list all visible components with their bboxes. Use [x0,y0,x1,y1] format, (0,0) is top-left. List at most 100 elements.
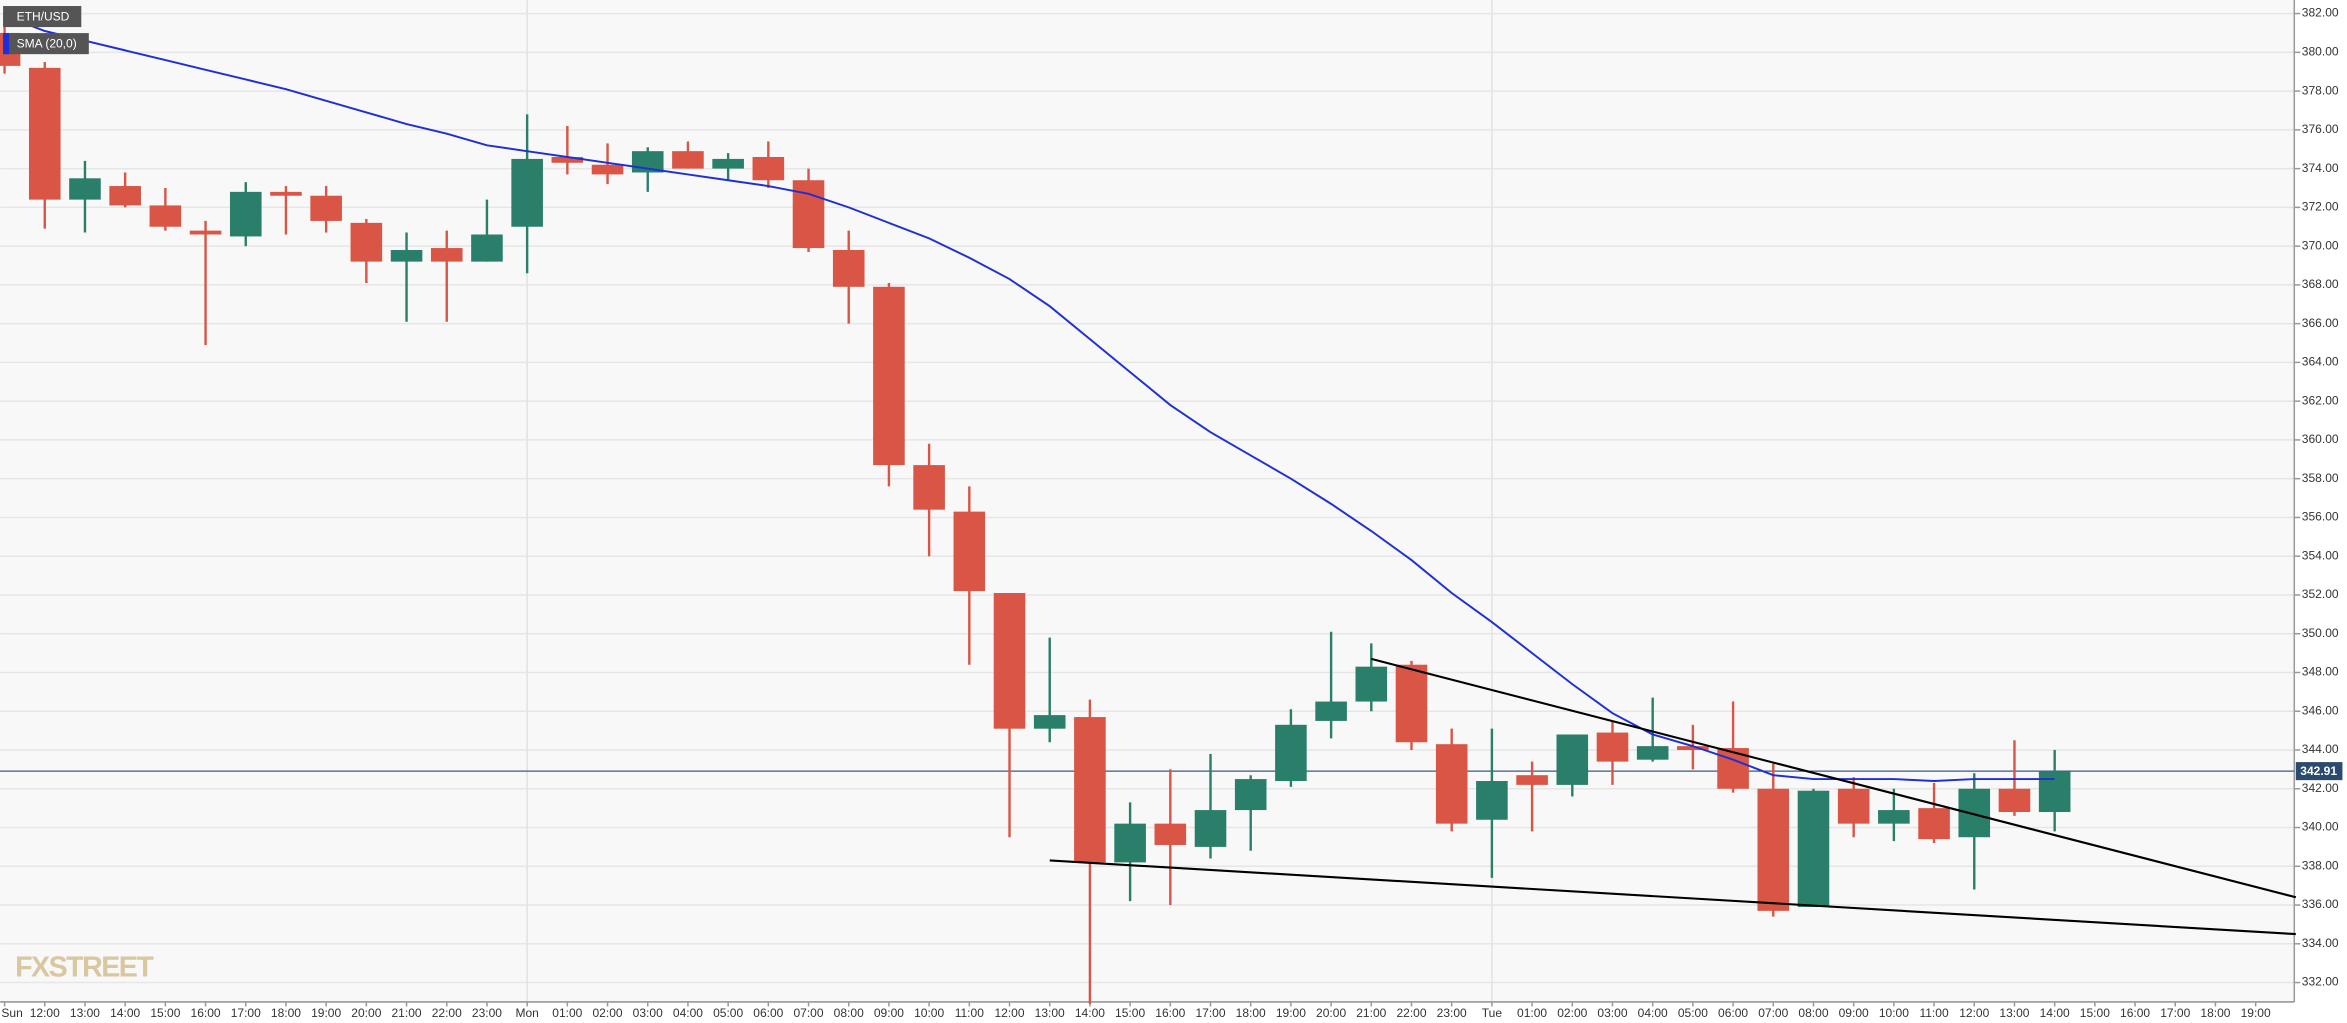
candle-body [350,222,383,262]
y-tick-label: 344.00 [2302,742,2339,756]
y-tick-label: 356.00 [2302,510,2339,524]
x-tick-label: 05:00 [713,1006,743,1020]
candle-body [1757,788,1790,911]
y-tick-label: 342.00 [2302,781,2339,795]
x-tick-label: 12:00 [1959,1006,1989,1020]
y-tick-label: 358.00 [2302,471,2339,485]
x-tick-label: 23:00 [1437,1006,1467,1020]
x-tick-label: 15:00 [1115,1006,1145,1020]
candle-body [1355,666,1388,702]
candle-body [993,593,1026,729]
y-tick-label: 346.00 [2302,703,2339,717]
candle-body [1435,744,1468,824]
x-tick-label: 05:00 [1678,1006,1708,1020]
candle-body [1998,788,2031,813]
y-tick-label: 360.00 [2302,432,2339,446]
trendline [1049,859,2296,936]
x-tick-label: 19:00 [2241,1006,2271,1020]
symbol-box [3,6,82,28]
candle-body [2038,771,2071,813]
y-tick-label: 334.00 [2302,936,2339,950]
x-tick-label: 12:00 [994,1006,1024,1020]
y-tick-label: 350.00 [2302,626,2339,640]
x-tick-label: 02:00 [1557,1006,1587,1020]
sma-line [4,14,2055,782]
candle-body [1837,788,1870,824]
x-tick-label: 21:00 [1356,1006,1386,1020]
x-tick-label: 03:00 [633,1006,663,1020]
y-tick-label: 348.00 [2302,665,2339,679]
x-tick-label: 17:00 [1195,1006,1225,1020]
x-tick-label: 14:00 [1075,1006,1105,1020]
x-tick-label: Tue [1482,1006,1503,1020]
trendline [1371,657,2297,899]
watermark: FXSTREET [15,951,154,983]
candle-body [390,250,423,262]
candle-body [109,186,141,206]
candle-body [712,158,744,169]
x-tick-label: 17:00 [231,1006,261,1020]
x-tick-label: 22:00 [1396,1006,1426,1020]
y-tick-label: 354.00 [2302,548,2339,562]
sma-swatch [3,33,10,55]
candle-body [1556,734,1589,785]
y-tick-label: 338.00 [2302,858,2339,872]
sma-legend-label: SMA (20,0) [17,37,77,51]
candle-body [229,191,262,237]
y-tick-label: 366.00 [2302,316,2339,330]
x-tick-label: 18:00 [2200,1006,2230,1020]
x-tick-label: 06:00 [1718,1006,1748,1020]
candle-body [1114,823,1146,863]
x-tick-label: 02:00 [593,1006,623,1020]
x-tick-label: 11:00 [1919,1006,1948,1020]
legend: ETH/USD SMA (20,0) [3,6,89,55]
candle-body [1234,779,1267,811]
y-tick-label: 332.00 [2302,975,2339,989]
candle-body [1194,810,1227,847]
x-tick-label: 15:00 [150,1006,180,1020]
x-tick-label: 20:00 [351,1006,381,1020]
x-tick-label: 06:00 [753,1006,783,1020]
x-tick-label: 13:00 [1035,1006,1065,1020]
candle-body [270,191,302,196]
x-tick-label: 22:00 [432,1006,462,1020]
candle-body [471,234,503,262]
x-tick-label: 23:00 [472,1006,502,1020]
plot-background [0,0,2294,1002]
candle-body [149,205,182,227]
y-tick-label: 364.00 [2302,355,2339,369]
x-tick-label: 07:00 [1758,1006,1788,1020]
candle-body [591,164,624,175]
sma-box [3,33,89,55]
y-tick-label: 368.00 [2302,277,2339,291]
y-tick-label: 340.00 [2302,820,2339,834]
candle-body [1033,715,1066,729]
x-tick-label: 13:00 [1999,1006,2029,1020]
x-tick-label: 14:00 [2040,1006,2070,1020]
candle-body [1636,746,1669,760]
candle-body [1315,701,1347,721]
candle-body [430,248,463,262]
y-tick-label: 370.00 [2302,238,2339,252]
y-tick-label: 372.00 [2302,200,2339,214]
x-tick-label: 17:00 [2160,1006,2190,1020]
candle-body [1516,775,1548,785]
x-tick-label: 08:00 [1798,1006,1828,1020]
candle-body [551,156,584,163]
x-tick-label: 15:00 [2080,1006,2110,1020]
x-tick-label: 10:00 [1879,1006,1909,1020]
candle-body [1154,823,1187,845]
x-tick-label: 14:00 [110,1006,140,1020]
y-tick-label: 376.00 [2302,122,2339,136]
candle-body [832,250,865,287]
x-tick-label: 19:00 [1276,1006,1306,1020]
candle-body [1476,781,1508,820]
x-tick-label: 16:00 [191,1006,221,1020]
y-tick-label: 336.00 [2302,897,2339,911]
last-price-box [2295,762,2343,781]
x-tick-label: 13:00 [70,1006,100,1020]
candle-body [28,67,61,200]
x-tick-label: 01:00 [552,1006,582,1020]
